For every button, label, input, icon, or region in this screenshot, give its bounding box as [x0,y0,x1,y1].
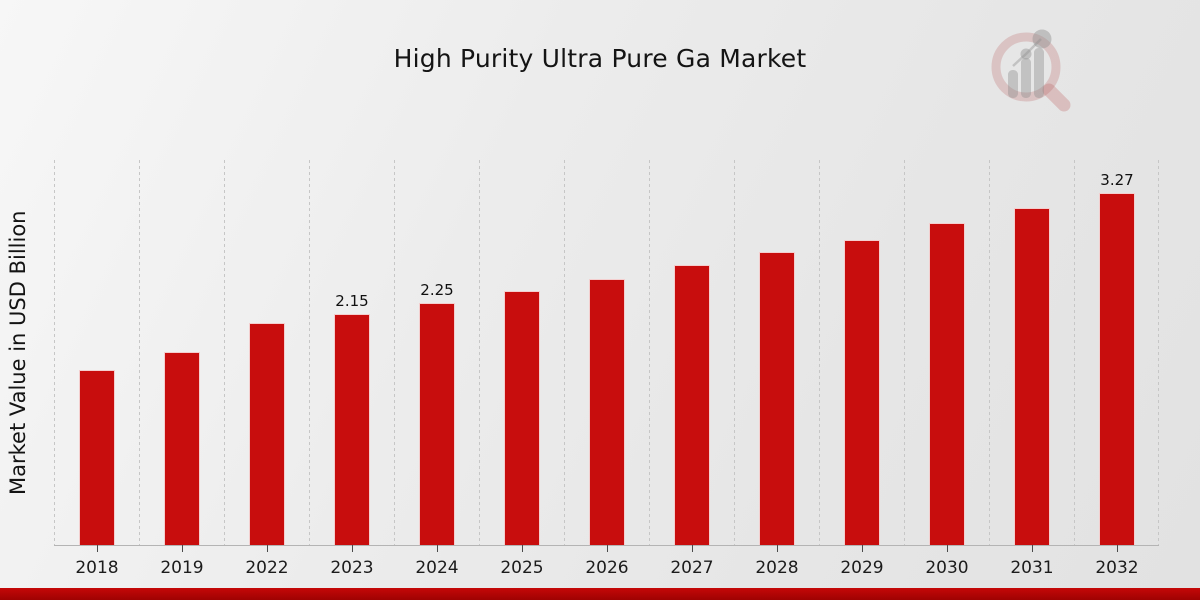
footer-accent-bar [0,588,1200,600]
bar-2028 [759,252,795,545]
bar-value-label: 2.15 [335,292,369,310]
x-axis-tick [1117,545,1118,552]
x-axis-tick [522,545,523,552]
x-axis-tick [437,545,438,552]
gridline [734,160,735,545]
gridline [224,160,225,545]
x-axis-tick [352,545,353,552]
x-tick-label: 2031 [1010,558,1054,578]
bar-2027 [674,265,710,545]
x-tick-label: 2030 [925,558,969,578]
bar-2022 [249,323,285,545]
bar-2023 [334,314,370,545]
x-tick-label: 2026 [585,558,629,578]
magnifier-chart-icon [991,29,1071,112]
gridline [309,160,310,545]
x-axis-tick [862,545,863,552]
bar-value-label: 2.25 [420,281,454,299]
x-tick-label: 2022 [245,558,289,578]
chart-title: High Purity Ultra Pure Ga Market [393,44,807,73]
x-axis-tick [947,545,948,552]
x-axis-tick [182,545,183,552]
gridline [394,160,395,545]
x-axis-tick [1032,545,1033,552]
x-tick-label: 2029 [840,558,884,578]
bar-2030 [929,223,965,545]
x-axis-tick [777,545,778,552]
x-tick-label: 2027 [670,558,714,578]
x-tick-label: 2028 [755,558,799,578]
gridline [54,160,55,545]
gridline [1074,160,1075,545]
bar-2024 [419,303,455,545]
gridline [649,160,650,545]
bar-2018 [79,370,115,545]
x-tick-label: 2024 [415,558,459,578]
x-tick-label: 2019 [160,558,204,578]
bar-2029 [844,240,880,545]
bar-2031 [1014,208,1050,545]
x-tick-label: 2023 [330,558,374,578]
bar-2019 [164,352,200,545]
gridline [1158,160,1159,545]
bar-2026 [589,279,625,545]
bar-value-label: 3.27 [1100,171,1134,189]
gridline [989,160,990,545]
plot-area: 2018 2019 2022 2.15 2023 2.25 2024 2025 2026 2027… [54,160,1159,578]
gridline [139,160,140,545]
gridline [819,160,820,545]
y-axis-label: Market Value in USD Billion [6,210,30,495]
x-axis-tick [267,545,268,552]
x-tick-label: 2032 [1095,558,1139,578]
brand-watermark-logo [991,29,1071,112]
x-tick-label: 2018 [75,558,119,578]
x-axis-tick [607,545,608,552]
x-tick-label: 2025 [500,558,544,578]
bar-2025 [504,291,540,545]
x-axis-tick [692,545,693,552]
x-axis-tick [97,545,98,552]
gridline [564,160,565,545]
gridline [479,160,480,545]
bar-2032 [1099,193,1135,545]
gridline [904,160,905,545]
